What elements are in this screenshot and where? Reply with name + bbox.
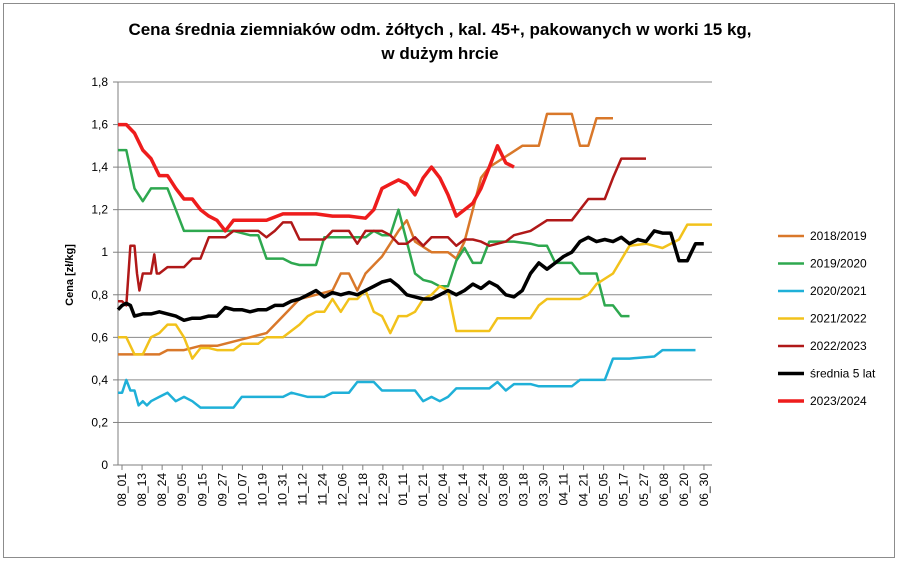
x-tick-label: 02_04: [436, 473, 450, 507]
y-axis-label: Cena [zł/kg]: [64, 244, 76, 306]
legend-label: 2020/2021: [810, 284, 867, 298]
x-tick-label: 04_11: [556, 473, 570, 506]
x-tick-label: 09_15: [195, 473, 209, 507]
x-tick-label: 03_30: [536, 473, 550, 507]
series-line: [118, 112, 613, 356]
x-tick-label: 03_08: [496, 473, 510, 507]
x-tick-labels: 08_01 08_13 08_24 09_05 09_15 09_27 10_07 10_19…: [115, 473, 711, 507]
chart-title-line2: w dużym hrcie: [381, 44, 499, 63]
x-tick-label: 06_08: [657, 473, 671, 507]
axes: [117, 82, 712, 470]
x-tick-label: 08_24: [155, 473, 169, 507]
legend-label: 2021/2022: [810, 312, 867, 326]
x-tick-label: 05_17: [617, 473, 631, 507]
y-tick-labels: 0 0,2 0,4 0,6 0,8 1 1,2 1,4 1,6 1,8: [91, 75, 108, 472]
x-tick-label: 12_29: [376, 473, 390, 507]
series-line: [118, 223, 712, 360]
legend: 2018/2019 2019/2020 2020/2021 2021/2022 2022…: [778, 229, 876, 408]
x-tick-label: 08_01: [115, 473, 129, 507]
series-line: [118, 348, 696, 409]
y-tick-label: 1: [101, 245, 108, 259]
x-tick-label: 02_14: [456, 473, 470, 507]
y-tick-label: 1,2: [91, 203, 108, 217]
x-tick-label: 05_05: [597, 473, 611, 507]
series-lines: [116, 112, 712, 409]
y-tick-label: 1,4: [91, 160, 108, 174]
legend-label: średnia 5 lat: [810, 367, 876, 381]
x-tick-label: 10_07: [235, 473, 249, 507]
y-tick-label: 0,4: [91, 373, 108, 387]
gridlines: [113, 81, 712, 466]
x-tick-label: 09_27: [215, 473, 229, 507]
x-tick-label: 03_18: [516, 473, 530, 507]
y-tick-label: 1,6: [91, 118, 108, 132]
legend-label: 2018/2019: [810, 229, 867, 243]
x-tick-label: 05_27: [637, 473, 651, 507]
legend-label: 2023/2024: [810, 394, 867, 408]
x-tick-label: 02_24: [476, 473, 490, 507]
x-tick-label: 08_13: [135, 473, 149, 507]
y-tick-label: 0: [101, 458, 108, 472]
x-tick-label: 04_21: [577, 473, 591, 507]
chart-title-line1: Cena średnia ziemniaków odm. żółtych , k…: [128, 20, 752, 39]
chart-title: Cena średnia ziemniaków odm. żółtych , k…: [60, 18, 820, 66]
series-line: [116, 229, 704, 323]
x-tick-label: 11_24: [316, 473, 330, 506]
x-tick-label: 06_20: [677, 473, 691, 507]
series-line: [118, 122, 515, 233]
legend-label: 2022/2023: [810, 339, 867, 353]
x-tick-label: 12_18: [356, 473, 370, 507]
y-tick-label: 1,8: [91, 75, 108, 89]
x-tick-label: 01_21: [416, 473, 430, 507]
y-tick-label: 0,6: [91, 330, 108, 344]
x-tick-label: 09_05: [175, 473, 189, 507]
x-tick-label: 01_11: [396, 473, 410, 506]
legend-label: 2019/2020: [810, 257, 867, 271]
series-line: [118, 157, 646, 307]
x-tick-label: 10_19: [255, 473, 269, 507]
x-tick-label: 12_06: [336, 473, 350, 507]
series-line: [118, 148, 630, 318]
y-tick-label: 0,8: [91, 288, 108, 302]
x-tick-label: 11_12: [296, 473, 310, 506]
x-tick-label: 06_30: [697, 473, 711, 507]
x-tick-label: 10_31: [276, 473, 290, 507]
y-tick-label: 0,2: [91, 415, 108, 429]
